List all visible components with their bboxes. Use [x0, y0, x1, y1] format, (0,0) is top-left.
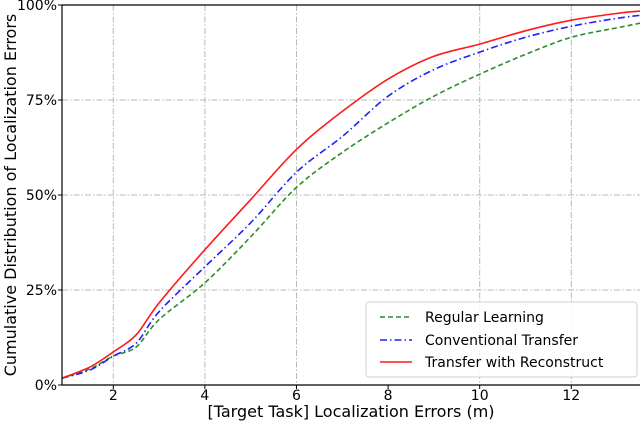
x-tick-labels: 2 4 6 8 10 12	[109, 385, 580, 404]
y-tick-label: 100%	[17, 0, 57, 14]
legend-item-conventional-transfer: Conventional Transfer	[380, 333, 578, 349]
y-tick-label: 0%	[35, 378, 57, 394]
x-axis-label: [Target Task] Localization Errors (m)	[207, 402, 494, 421]
series-line-regular-learning	[61, 22, 640, 379]
y-tick-label: 50%	[26, 188, 57, 204]
y-axis-label: Cumulative Distribution of Localization …	[1, 14, 20, 377]
x-tick-label: 8	[384, 388, 393, 404]
x-tick-label: 10	[471, 388, 489, 404]
series-lines	[61, 10, 640, 379]
legend-label: Conventional Transfer	[425, 333, 578, 349]
y-tick-label: 75%	[26, 93, 57, 109]
x-tick-label: 12	[562, 388, 580, 404]
y-tick-labels: 0% 25% 50% 75% 100%	[17, 0, 62, 394]
legend-item-transfer-with-reconstruct: Transfer with Reconstruct	[380, 355, 604, 371]
x-tick-label: 6	[292, 388, 301, 404]
series-line-conventional-transfer	[61, 14, 640, 379]
grid-lines	[62, 5, 640, 385]
series-line-transfer-with-reconstruct	[61, 10, 640, 379]
legend-label: Transfer with Reconstruct	[424, 355, 604, 371]
legend-item-regular-learning: Regular Learning	[380, 310, 544, 326]
x-tick-label: 2	[109, 388, 118, 404]
legend-box	[365, 301, 638, 378]
legend-label: Regular Learning	[425, 310, 544, 326]
legend: Regular Learning Conventional Transfer T…	[365, 301, 638, 378]
y-tick-label: 25%	[26, 283, 57, 299]
x-tick-label: 4	[200, 388, 209, 404]
